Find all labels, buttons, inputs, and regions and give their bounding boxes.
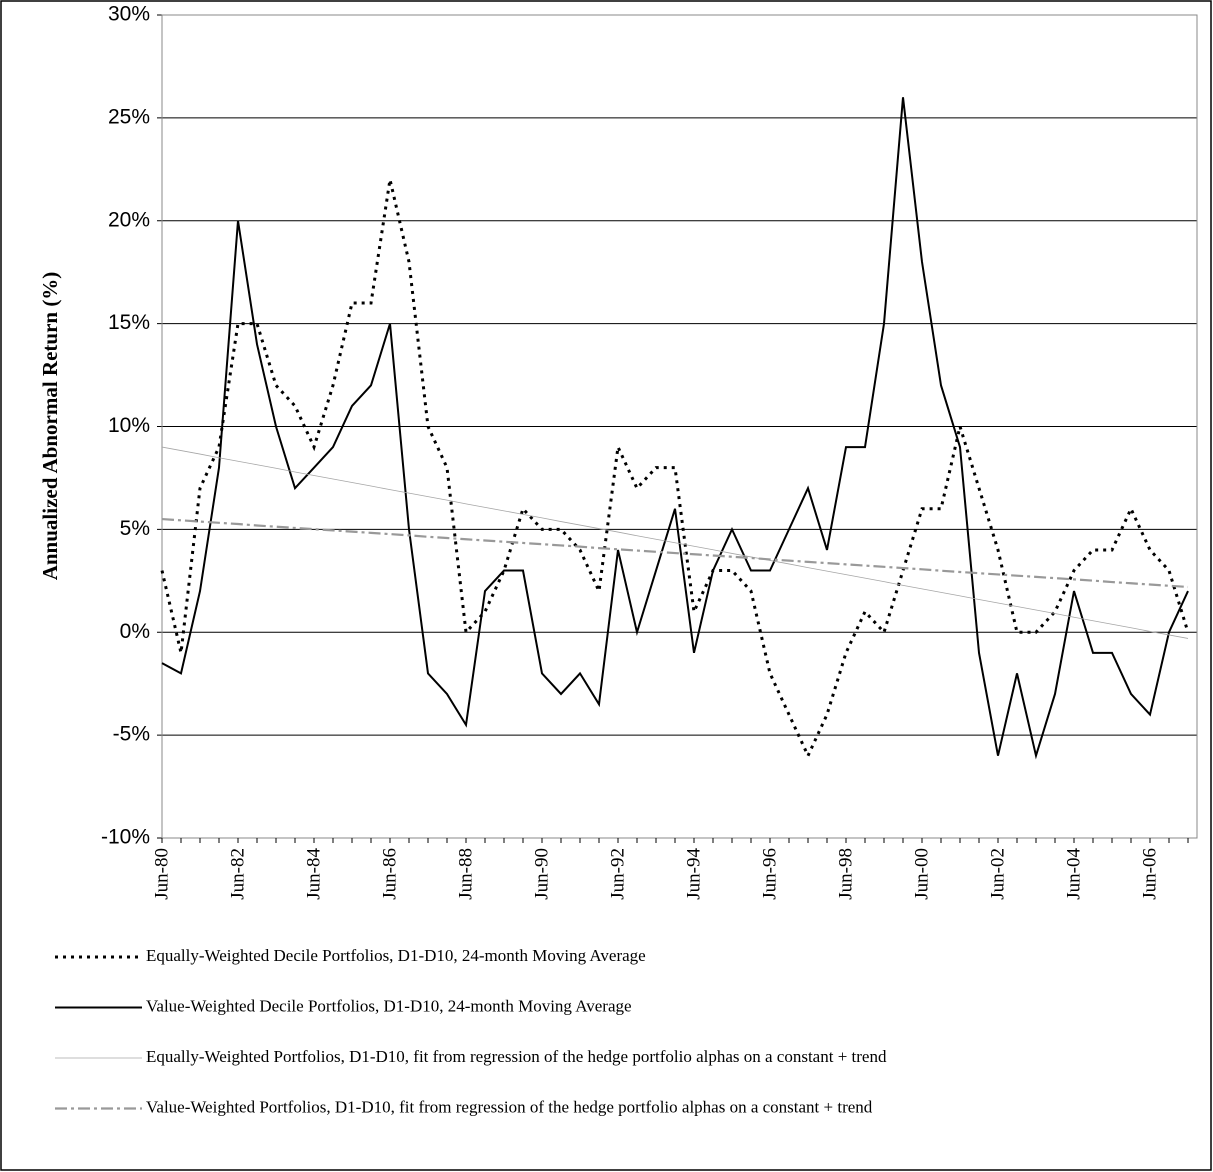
x-tick-label: Jun-00 <box>911 848 932 900</box>
series-line <box>161 517 1189 589</box>
y-tick-label: 15% <box>108 311 150 334</box>
x-tick-label: Jun-90 <box>531 848 552 900</box>
y-tick-label: 10% <box>108 414 150 437</box>
y-tick-label: 5% <box>120 517 150 540</box>
y-tick-label: 30% <box>108 3 150 26</box>
y-tick-label: 20% <box>108 208 150 231</box>
x-tick-label: Jun-94 <box>683 848 704 900</box>
x-tick-label: Jun-96 <box>759 848 780 900</box>
plot-area <box>161 14 1198 839</box>
x-tick-label: Jun-80 <box>151 848 172 900</box>
series-line <box>161 97 1189 760</box>
legend-label: Equally-Weighted Decile Portfolios, D1-D… <box>146 946 646 965</box>
series-line <box>161 446 1189 639</box>
legend-label: Value-Weighted Portfolios, D1-D10, fit f… <box>146 1097 873 1116</box>
y-axis-label: Annualized Abnormal Return (%) <box>38 272 62 581</box>
legend-label: Value-Weighted Decile Portfolios, D1-D10… <box>146 996 632 1015</box>
y-tick-label: -5% <box>113 723 150 746</box>
x-tick-label: Jun-04 <box>1063 848 1084 900</box>
x-tick-label: Jun-88 <box>455 848 476 900</box>
series-line <box>160 179 1190 760</box>
x-tick-label: Jun-02 <box>987 848 1008 900</box>
y-tick-label: 25% <box>108 105 150 128</box>
x-tick-label: Jun-86 <box>379 848 400 900</box>
legend-label: Equally-Weighted Portfolios, D1-D10, fit… <box>146 1047 887 1066</box>
y-tick-label: -10% <box>101 826 150 849</box>
x-tick-label: Jun-06 <box>1139 848 1160 900</box>
y-tick-label: 0% <box>120 620 150 643</box>
x-tick-label: Jun-98 <box>835 848 856 900</box>
x-tick-label: Jun-82 <box>227 848 248 900</box>
x-tick-label: Jun-84 <box>303 848 324 900</box>
x-tick-label: Jun-92 <box>607 848 628 900</box>
